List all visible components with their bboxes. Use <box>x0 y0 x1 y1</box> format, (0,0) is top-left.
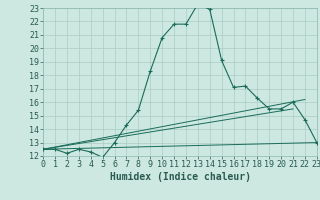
X-axis label: Humidex (Indice chaleur): Humidex (Indice chaleur) <box>109 172 251 182</box>
